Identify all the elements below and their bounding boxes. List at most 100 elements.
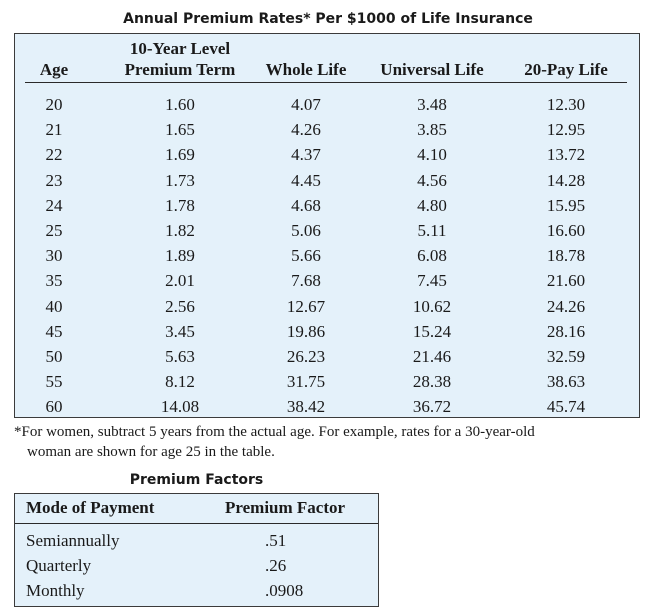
- cell-age: 40: [45, 296, 63, 316]
- cell-age: 25: [45, 220, 63, 240]
- cell-ten-year-term: 1.73: [165, 170, 195, 190]
- cell-ten-year-term: 3.45: [165, 321, 195, 341]
- premium-rates-table: Age 10-Year Level Premium Term Whole Lif…: [14, 33, 640, 418]
- cell-whole-life: 5.66: [291, 246, 321, 266]
- table-row: 40 2.56 12.67 10.62 24.26: [15, 294, 641, 319]
- cell-universal-life: 10.62: [412, 296, 452, 316]
- cell-ten-year-term: 2.56: [165, 296, 195, 316]
- cell-factor: .51: [265, 531, 287, 550]
- cell-whole-life: 5.06: [291, 220, 321, 240]
- cell-age: 55: [45, 372, 63, 392]
- footnote-line-1: *For women, subtract 5 years from the ac…: [14, 424, 535, 440]
- cell-age: 21: [45, 120, 63, 140]
- table-row: 35 2.01 7.68 7.45 21.60: [15, 268, 641, 293]
- factor-row: Semiannually .51: [15, 528, 378, 553]
- header-premium-factor: Premium Factor: [225, 498, 346, 517]
- cell-universal-life: 36.72: [412, 397, 452, 417]
- premium-factors-title: Premium Factors: [129, 472, 264, 488]
- cell-whole-life: 4.26: [291, 120, 321, 140]
- cell-whole-life: 4.68: [291, 195, 321, 215]
- cell-twenty-pay-life: 24.26: [546, 296, 586, 316]
- cell-age: 30: [45, 246, 63, 266]
- cell-twenty-pay-life: 45.74: [546, 397, 586, 417]
- cell-universal-life: 3.48: [417, 95, 447, 114]
- cell-whole-life: 7.68: [291, 271, 321, 291]
- table-row: 21 1.65 4.26 3.85 12.95: [15, 117, 641, 142]
- cell-ten-year-term: 1.78: [165, 195, 195, 215]
- factor-row: Monthly .0908: [15, 578, 378, 603]
- table-row: 25 1.82 5.06 5.11 16.60: [15, 218, 641, 243]
- table-row: 55 8.12 31.75 28.38 38.63: [15, 369, 641, 394]
- cell-twenty-pay-life: 12.95: [546, 120, 586, 140]
- cell-twenty-pay-life: 15.95: [546, 195, 586, 215]
- cell-age: 23: [45, 170, 63, 190]
- cell-age: 24: [45, 195, 63, 215]
- cell-whole-life: 4.07: [291, 95, 321, 114]
- cell-age: 20: [45, 95, 63, 114]
- cell-age: 35: [45, 271, 63, 291]
- cell-twenty-pay-life: 32.59: [546, 346, 586, 366]
- cell-ten-year-term: 14.08: [160, 397, 200, 417]
- cell-ten-year-term: 5.63: [165, 346, 195, 366]
- header-age: Age: [39, 60, 69, 79]
- cell-mode: Monthly: [26, 581, 85, 600]
- rate-rows: 20 1.60 4.07 3.48 12.30 21 1.65 4.26 3.85 12.95 22…: [15, 92, 641, 419]
- cell-ten-year-term: 2.01: [165, 271, 195, 291]
- cell-ten-year-term: 8.12: [165, 372, 195, 392]
- table-row: 60 14.08 38.42 36.72 45.74: [15, 394, 641, 419]
- rates-table-title: Annual Premium Rates* Per $1000 of Life …: [123, 11, 533, 27]
- cell-whole-life: 38.42: [286, 397, 326, 417]
- table-row: 23 1.73 4.45 4.56 14.28: [15, 168, 641, 193]
- cell-universal-life: 28.38: [412, 372, 452, 392]
- cell-ten-year-term: 1.69: [165, 145, 195, 165]
- header-term-line2: Premium Term: [124, 60, 236, 79]
- cell-universal-life: 5.11: [417, 220, 447, 240]
- table-row: 50 5.63 26.23 21.46 32.59: [15, 344, 641, 369]
- cell-whole-life: 4.45: [291, 170, 321, 190]
- cell-twenty-pay-life: 21.60: [546, 271, 586, 291]
- cell-universal-life: 3.85: [417, 120, 447, 140]
- header-universal-life: Universal Life: [380, 60, 484, 79]
- header-term-line1: 10-Year Level: [129, 39, 231, 58]
- header-20-pay-life: 20-Pay Life: [524, 60, 608, 79]
- table-row: 20 1.60 4.07 3.48 12.30: [15, 92, 641, 117]
- cell-twenty-pay-life: 38.63: [546, 372, 586, 392]
- cell-ten-year-term: 1.89: [165, 246, 195, 266]
- header-divider: [25, 82, 627, 83]
- table-row: 22 1.69 4.37 4.10 13.72: [15, 142, 641, 167]
- table-row: 30 1.89 5.66 6.08 18.78: [15, 243, 641, 268]
- table-row: 45 3.45 19.86 15.24 28.16: [15, 319, 641, 344]
- cell-mode: Quarterly: [26, 556, 92, 575]
- header-whole-life: Whole Life: [265, 60, 347, 79]
- cell-universal-life: 4.56: [417, 170, 447, 190]
- cell-age: 60: [45, 397, 63, 417]
- cell-whole-life: 4.37: [291, 145, 321, 165]
- cell-twenty-pay-life: 18.78: [546, 246, 586, 266]
- cell-twenty-pay-life: 14.28: [546, 170, 586, 190]
- premium-factors-table: Mode of Payment Premium Factor Semiannua…: [14, 493, 379, 607]
- cell-twenty-pay-life: 16.60: [546, 220, 586, 240]
- cell-age: 50: [45, 346, 63, 366]
- factors-header-divider: [15, 523, 378, 524]
- cell-age: 22: [45, 145, 63, 165]
- cell-ten-year-term: 1.60: [165, 95, 195, 114]
- cell-whole-life: 31.75: [286, 372, 326, 392]
- cell-twenty-pay-life: 13.72: [546, 145, 586, 165]
- cell-twenty-pay-life: 28.16: [546, 321, 586, 341]
- cell-age: 45: [45, 321, 63, 341]
- header-mode-of-payment: Mode of Payment: [26, 498, 155, 517]
- cell-factor: .26: [265, 556, 287, 575]
- cell-universal-life: 4.10: [417, 145, 447, 165]
- factor-rows: Semiannually .51 Quarterly .26 Monthly .0908: [15, 528, 378, 603]
- footnote-line-2: woman are shown for age 25 in the table.: [27, 444, 275, 460]
- cell-whole-life: 19.86: [286, 321, 326, 341]
- cell-universal-life: 21.46: [412, 346, 452, 366]
- cell-universal-life: 4.80: [417, 195, 447, 215]
- cell-ten-year-term: 1.82: [165, 220, 195, 240]
- table-row: 24 1.78 4.68 4.80 15.95: [15, 193, 641, 218]
- cell-twenty-pay-life: 12.30: [546, 95, 586, 114]
- factor-row: Quarterly .26: [15, 553, 378, 578]
- footnote: *For women, subtract 5 years from the ac…: [14, 422, 644, 462]
- cell-ten-year-term: 1.65: [165, 120, 195, 140]
- cell-universal-life: 7.45: [417, 271, 447, 291]
